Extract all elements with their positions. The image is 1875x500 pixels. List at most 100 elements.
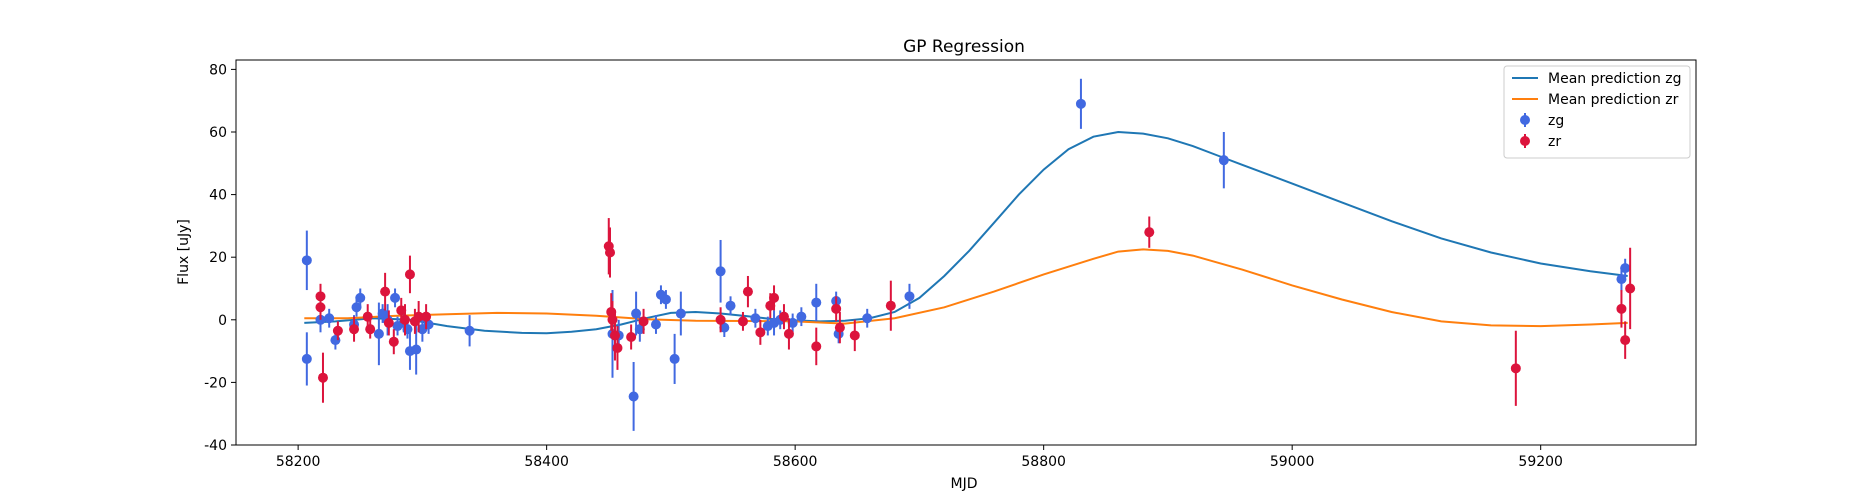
zg-data-point <box>330 335 341 346</box>
zg-data-point <box>660 294 671 305</box>
zg-data-point <box>634 324 645 335</box>
zr-data-point <box>783 328 794 339</box>
legend-swatch-marker <box>1520 115 1530 125</box>
zr-data-point <box>396 305 407 316</box>
zr-data-point <box>849 330 860 341</box>
zr-data-point <box>606 306 617 317</box>
mean-prediction-line-zr <box>304 248 1628 328</box>
zg-data-point <box>628 391 639 402</box>
y-tick-label: 80 <box>209 62 227 78</box>
zr-data-point <box>1620 335 1631 346</box>
x-tick-label: 58200 <box>276 454 321 470</box>
zr-data-point <box>612 342 623 353</box>
zr-data-point <box>332 325 343 336</box>
mean-prediction-line-zg <box>304 130 1628 335</box>
zr-data-point <box>607 314 618 325</box>
zr-data-point <box>834 322 845 333</box>
x-tick-label: 58600 <box>773 454 818 470</box>
zg-data-point <box>1218 155 1229 166</box>
y-tick-label: 40 <box>209 188 227 204</box>
zr-data-point <box>1625 283 1636 294</box>
zr-data-point <box>831 303 842 314</box>
zr-data-point <box>362 311 373 322</box>
zr-data-point <box>421 311 432 322</box>
zr-data-point <box>885 300 896 311</box>
zg-data-point <box>650 319 661 330</box>
legend-label: zr <box>1548 134 1561 150</box>
legend-swatch-marker <box>1520 136 1530 146</box>
zr-data-point <box>413 311 424 322</box>
legend-box <box>1503 65 1691 159</box>
plot-frame <box>235 59 1697 446</box>
zg-data-point <box>402 324 413 335</box>
zg-data-point <box>862 313 873 324</box>
zr-data-point <box>765 300 776 311</box>
zr-data-point <box>365 324 376 335</box>
x-axis-label: MJD <box>951 476 978 492</box>
zg-data-point <box>796 311 807 322</box>
zg-data-point <box>355 292 366 303</box>
x-tick-label: 58400 <box>524 454 569 470</box>
zg-data-point <box>811 297 822 308</box>
zr-data-point <box>638 316 649 327</box>
zr-data-point <box>778 311 789 322</box>
zg-data-point <box>715 266 726 277</box>
legend: Mean prediction zg Mean prediction zr zg zr <box>1503 65 1691 159</box>
zg-data-point <box>750 313 761 324</box>
zg-data-point <box>904 291 915 302</box>
zg-data-point <box>631 308 642 319</box>
zg-data-point <box>373 328 384 339</box>
zr-data-point <box>737 316 748 327</box>
zr-data-point <box>1510 363 1521 374</box>
y-tick-label: -40 <box>204 438 227 454</box>
y-axis-label: Flux [uJy] <box>176 219 192 285</box>
zg-data-point <box>1616 274 1627 285</box>
zg-data-point <box>411 344 422 355</box>
zr-data-point <box>315 302 326 313</box>
zr-data-point <box>383 317 394 328</box>
zg-data-point <box>390 292 401 303</box>
zr-data-point <box>1144 227 1155 238</box>
zr-data-point <box>380 286 391 297</box>
zr-data-point <box>388 336 399 347</box>
x-axis: 58200 58400 58600 58800 59000 59200 <box>276 445 1563 470</box>
zr-data-point <box>742 286 753 297</box>
zr-data-point <box>769 292 780 303</box>
y-tick-label: 60 <box>209 125 227 141</box>
chart-title: GP Regression <box>903 37 1025 57</box>
x-tick-label: 59000 <box>1270 454 1315 470</box>
y-tick-label: 0 <box>218 313 227 329</box>
zr-data-point <box>605 247 616 258</box>
zg-data-point <box>719 322 730 333</box>
zg-data-point <box>675 308 686 319</box>
zr-data-point <box>1616 303 1627 314</box>
zr-data-point <box>715 314 726 325</box>
zr-data-point <box>399 314 410 325</box>
zr-data-point <box>404 269 415 280</box>
y-tick-label: 20 <box>209 250 227 266</box>
zg-data-point <box>301 353 312 364</box>
zg-data-point <box>324 313 335 324</box>
zg-data-point <box>669 353 680 364</box>
zg-data-point <box>351 302 362 313</box>
zr-data-point <box>317 372 328 383</box>
legend-label: zg <box>1548 113 1564 129</box>
plot-area <box>301 78 1636 431</box>
legend-label: Mean prediction zg <box>1548 71 1682 87</box>
zg-data-point <box>725 300 736 311</box>
x-tick-label: 59200 <box>1518 454 1563 470</box>
zg-data-point <box>787 317 798 328</box>
x-tick-label: 58800 <box>1021 454 1066 470</box>
legend-label: Mean prediction zr <box>1548 92 1679 108</box>
zg-data-point <box>1075 98 1086 109</box>
y-tick-label: -20 <box>204 375 227 391</box>
zg-data-point <box>464 325 475 336</box>
zr-data-point <box>811 341 822 352</box>
y-axis: -40 -20 0 20 40 60 80 <box>204 62 236 454</box>
zr-data-point <box>626 332 637 343</box>
zr-data-point <box>349 324 360 335</box>
zg-data-point <box>301 255 312 266</box>
zr-data-point <box>609 330 620 341</box>
zg-data-point <box>1620 263 1631 274</box>
